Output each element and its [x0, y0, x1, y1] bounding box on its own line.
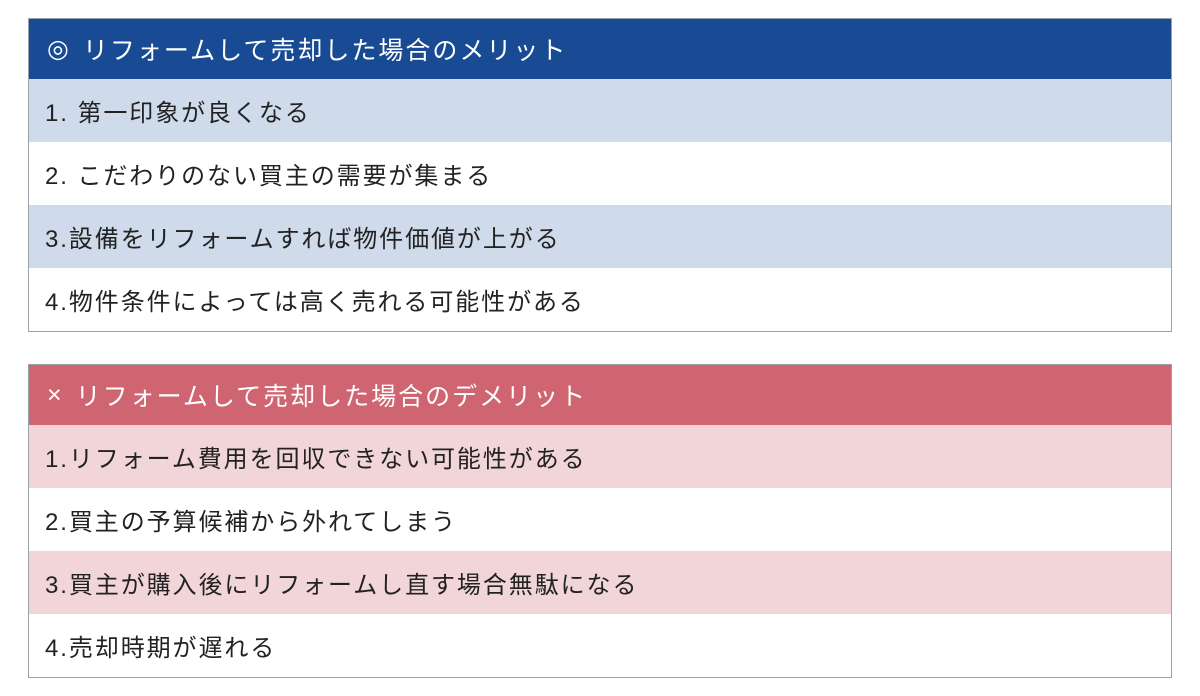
demerits-header-title: リフォームして売却した場合のデメリット — [76, 377, 588, 413]
merits-row: 4.物件条件によっては高く売れる可能性がある — [29, 268, 1171, 331]
demerits-panel: × リフォームして売却した場合のデメリット 1.リフォーム費用を回収できない可能… — [28, 364, 1172, 678]
merits-header: ◎ リフォームして売却した場合のメリット — [29, 19, 1171, 79]
demerits-row: 1.リフォーム費用を回収できない可能性がある — [29, 425, 1171, 488]
double-circle-icon: ◎ — [47, 37, 71, 62]
demerits-row: 2.買主の予算候補から外れてしまう — [29, 488, 1171, 551]
merits-header-title: リフォームして売却した場合のメリット — [83, 31, 568, 67]
merits-row: 2. こだわりのない買主の需要が集まる — [29, 142, 1171, 205]
merits-row: 1. 第一印象が良くなる — [29, 79, 1171, 142]
merits-panel: ◎ リフォームして売却した場合のメリット 1. 第一印象が良くなる 2. こだわ… — [28, 18, 1172, 332]
merits-row: 3.設備をリフォームすれば物件価値が上がる — [29, 205, 1171, 268]
cross-icon: × — [47, 383, 64, 408]
demerits-row: 4.売却時期が遅れる — [29, 614, 1171, 677]
demerits-header: × リフォームして売却した場合のデメリット — [29, 365, 1171, 425]
page: ◎ リフォームして売却した場合のメリット 1. 第一印象が良くなる 2. こだわ… — [0, 0, 1200, 696]
demerits-row: 3.買主が購入後にリフォームし直す場合無駄になる — [29, 551, 1171, 614]
